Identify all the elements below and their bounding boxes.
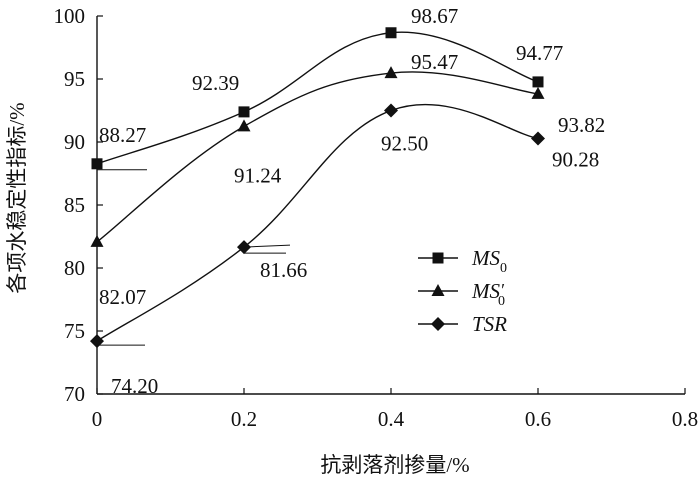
y-tick-label: 70 (64, 382, 85, 406)
y-tick-label: 85 (64, 193, 85, 217)
x-axis-title: 抗剥落剂掺量/% (320, 453, 469, 477)
data-label: 88.27 (99, 123, 146, 147)
data-label: 81.66 (260, 258, 307, 282)
diamond-marker (531, 131, 545, 146)
data-labels: 88.27 92.39 98.67 94.77 82.07 91.24 95.47 93.82… (97, 4, 605, 398)
y-axis-title: 各项水稳定性指标/% (5, 102, 29, 293)
diamond-marker (90, 334, 104, 349)
y-tick-label: 90 (64, 130, 85, 154)
triangle-marker (237, 119, 251, 132)
data-label: 95.47 (411, 50, 458, 74)
square-marker (532, 76, 544, 88)
data-label: 82.07 (99, 285, 146, 309)
square-marker (385, 27, 397, 39)
triangle-marker (384, 66, 398, 79)
y-tick-label: 75 (64, 319, 85, 343)
label-leader-line (243, 244, 291, 248)
square-marker (238, 106, 250, 118)
legend-label: TSR (472, 312, 507, 336)
data-label: 94.77 (516, 41, 563, 65)
diamond-marker (384, 103, 398, 118)
data-label: 90.28 (552, 147, 599, 171)
x-tick-label: 0.8 (672, 407, 698, 431)
legend-triangle-marker (431, 284, 445, 296)
data-label: 92.39 (192, 71, 239, 95)
series-markers (90, 27, 545, 349)
x-tick-label: 0.2 (231, 407, 257, 431)
data-label: 74.20 (111, 374, 158, 398)
square-marker (91, 158, 103, 170)
data-label: 92.50 (381, 132, 428, 156)
triangle-marker (90, 234, 104, 247)
legend-label: MS′ 0 (471, 279, 505, 309)
y-tick-label: 95 (64, 67, 85, 91)
data-label: 98.67 (411, 4, 458, 28)
series-line-square (96, 31, 539, 165)
data-label: 93.82 (558, 113, 605, 137)
y-tick-label: 80 (64, 256, 85, 280)
series-line-triangle (96, 71, 539, 243)
y-tick-label: 100 (54, 4, 86, 28)
series-line-diamond (96, 103, 539, 342)
series-lines (96, 31, 539, 342)
axes: 0 0.2 0.4 0.6 0.8 70 75 80 85 90 95 100 (54, 4, 699, 431)
x-tick-label: 0.4 (378, 407, 405, 431)
legend-label: MS0 (471, 246, 507, 276)
legend-square-marker (432, 252, 444, 264)
triangle-marker (531, 86, 545, 99)
legend-diamond-marker (431, 317, 445, 331)
x-tick-label: 0 (92, 407, 103, 431)
x-tick-label: 0.6 (525, 407, 551, 431)
data-label: 91.24 (234, 163, 282, 187)
